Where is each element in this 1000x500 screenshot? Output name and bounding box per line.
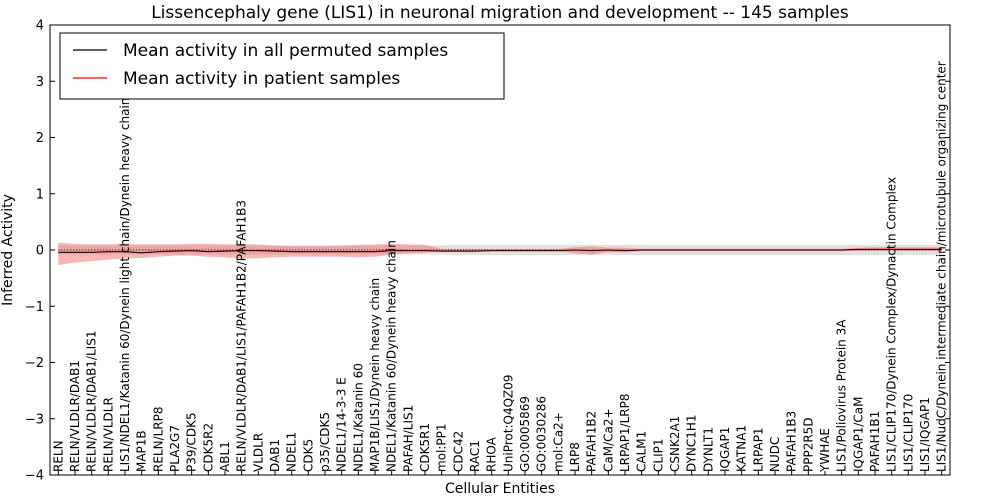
series-lines [58, 248, 942, 254]
y-tick-label: 1 [36, 187, 44, 202]
x-tick-label: VLDLR [251, 433, 265, 472]
x-tick-label: RELN/VLDLR [101, 397, 115, 472]
legend-box [59, 32, 505, 100]
x-tick-label: CDC42 [451, 431, 465, 472]
y-axis: −4 −3 −2 −1 0 1 2 3 4 [25, 19, 950, 484]
y-tick-label: 3 [36, 75, 44, 90]
x-tick-label: PAFAH1B1 [868, 411, 882, 472]
x-tick-label: YWHAE [818, 428, 832, 473]
x-tick-label: CDK5R2 [201, 423, 215, 472]
x-tick-label: PAFAH/LIS1 [401, 405, 415, 472]
x-tick-label: NDEL1/14-3-3 E [335, 377, 349, 472]
x-tick-label: RELN/VLDLR/DAB1/LIS1 [85, 331, 99, 472]
x-tick-label: GO:0030286 [535, 396, 549, 472]
x-tick-label: KATNA1 [735, 425, 749, 472]
x-tick-label: LRPAP1/LRP8 [618, 393, 632, 472]
legend-label-permuted: Mean activity in all permuted samples [123, 41, 448, 61]
x-tick-label: RAC1 [468, 440, 482, 472]
x-tick-label: LIS1/Poliovirus Protein 3A [835, 319, 849, 472]
y-tick-label: −2 [25, 356, 44, 371]
x-tick-label: LRPAP1 [751, 427, 765, 472]
x-tick-label: NUDC [768, 437, 782, 472]
x-tick-label: RELN/VLDLR/DAB1/LIS1/PAFAH1B2/PAFAH1B3 [235, 200, 249, 472]
x-tick-label: LIS1/NudC/Dynein intermediate chain/micr… [935, 61, 949, 472]
x-tick-label: RHOA [485, 436, 499, 472]
x-axis-title: Cellular Entities [445, 481, 555, 497]
x-tick-label: IQGAP1/CaM [851, 397, 865, 473]
x-tick-label: DAB1 [268, 439, 282, 472]
x-tick-label: DYNC1H1 [685, 414, 699, 472]
x-tick-label: ABL1 [218, 441, 232, 472]
x-tick-label: P39/CDK5 [185, 412, 199, 472]
x-tick-label: CaM/Ca2+ [601, 408, 615, 472]
x-tick-label: PPP2R5D [801, 417, 815, 472]
x-axis: RELN RELN/VLDLR/DAB1 RELN/VLDLR/DAB1/LIS1 R… [51, 61, 949, 475]
y-tick-label: −4 [25, 469, 44, 484]
x-tick-label: MAP1B/LIS1/Dynein heavy chain [368, 278, 382, 472]
x-tick-label: mol:Ca2+ [551, 412, 565, 472]
y-tick-label: −3 [25, 412, 44, 427]
x-tick-label: LIS1/NDEL1/Katanin 60/Dynein light chain… [118, 98, 132, 472]
x-tick-label: IQGAP1 [718, 427, 732, 472]
x-tick-label: UniProt:Q4QZ09 [501, 374, 515, 472]
x-tick-label: p35/CDK5 [318, 412, 332, 472]
x-tick-label: CDK5 [301, 439, 315, 472]
x-tick-label: RELN/VLDLR/DAB1 [68, 360, 82, 472]
x-tick-label: GO:0005869 [518, 396, 532, 472]
x-tick-label: RELN [51, 440, 65, 472]
x-tick-label: LIS1/CLIP170 [901, 394, 915, 472]
legend-label-patient: Mean activity in patient samples [123, 69, 400, 89]
x-tick-label: PLA2G7 [168, 425, 182, 472]
chart-title: Lissencephaly gene (LIS1) in neuronal mi… [151, 3, 849, 23]
x-tick-label: CLIP1 [651, 439, 665, 472]
x-tick-label: MAP1B [135, 430, 149, 472]
x-tick-label: CALM1 [635, 431, 649, 472]
patient-confidence-band [58, 242, 942, 266]
patient-mean-overlay-line [58, 249, 942, 254]
x-tick-label: NDEL1/Katanin 60/Dynein heavy chain [385, 240, 399, 472]
x-tick-label: NDEL1/Katanin 60 [351, 363, 365, 472]
x-tick-label: mol:PP1 [435, 423, 449, 472]
y-tick-label: 0 [36, 244, 44, 259]
x-tick-label: NDEL1 [285, 432, 299, 472]
x-tick-label: DYNLT1 [701, 427, 715, 472]
y-axis-title: Inferred Activity [0, 194, 16, 306]
x-tick-label: LIS1/CLIP170/Dynein Complex/Dynactin Com… [885, 177, 899, 472]
y-tick-label: 2 [36, 131, 44, 146]
x-tick-label: CDK5R1 [418, 423, 432, 472]
x-tick-label: RELN/LRP8 [151, 406, 165, 472]
x-tick-label: LRP8 [568, 442, 582, 472]
y-tick-label: 4 [36, 19, 44, 34]
y-tick-label: −1 [25, 300, 44, 315]
legend: Mean activity in all permuted samples Me… [59, 32, 505, 100]
x-tick-label: PAFAH1B3 [785, 411, 799, 472]
x-tick-label: PAFAH1B2 [585, 411, 599, 472]
x-tick-label: CSNK2A1 [668, 416, 682, 472]
x-tick-label: LIS1/IQGAP1 [918, 397, 932, 472]
